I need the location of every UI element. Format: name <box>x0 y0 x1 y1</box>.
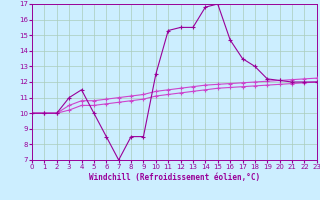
X-axis label: Windchill (Refroidissement éolien,°C): Windchill (Refroidissement éolien,°C) <box>89 173 260 182</box>
